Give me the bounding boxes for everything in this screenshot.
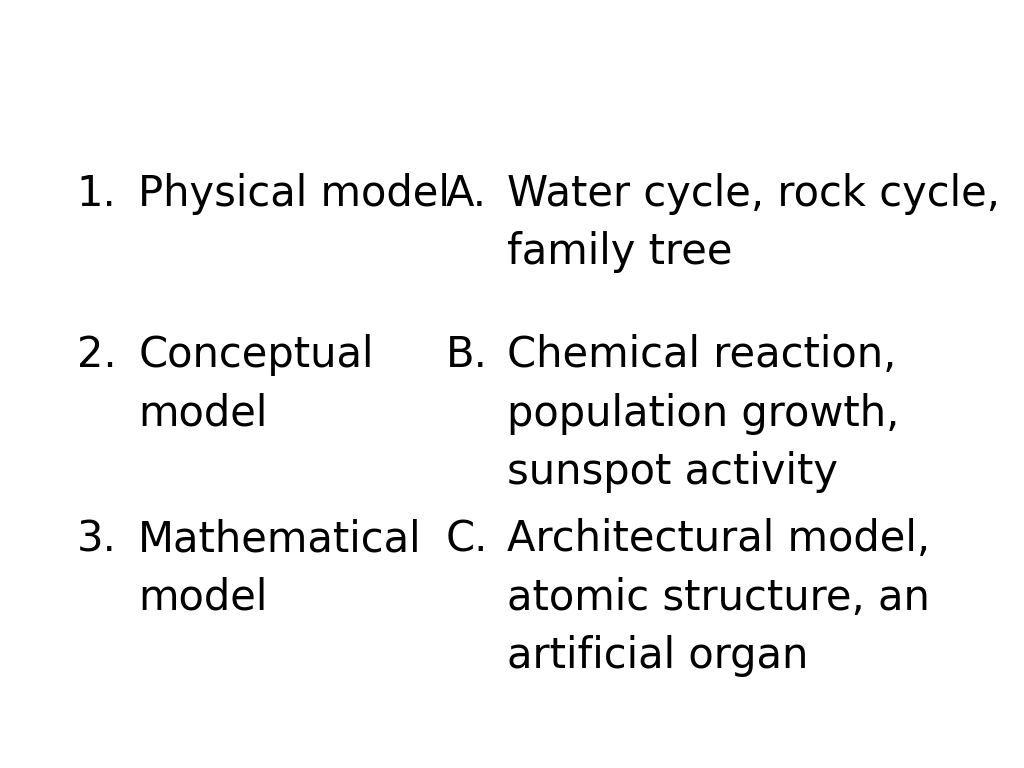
Text: B.: B. xyxy=(445,334,487,376)
Text: A.: A. xyxy=(445,173,486,215)
Text: 2.: 2. xyxy=(77,334,117,376)
Text: Water cycle, rock cycle,
family tree: Water cycle, rock cycle, family tree xyxy=(507,173,999,273)
Text: Physical model: Physical model xyxy=(138,173,451,215)
Text: 1.: 1. xyxy=(77,173,117,215)
Text: 3.: 3. xyxy=(77,518,117,561)
Text: Mathematical
model: Mathematical model xyxy=(138,518,422,619)
Text: Conceptual
model: Conceptual model xyxy=(138,334,374,435)
Text: Architectural model,
atomic structure, an
artificial organ: Architectural model, atomic structure, a… xyxy=(507,518,930,677)
Text: C.: C. xyxy=(445,518,487,561)
Text: Chemical reaction,
population growth,
sunspot activity: Chemical reaction, population growth, su… xyxy=(507,334,899,493)
